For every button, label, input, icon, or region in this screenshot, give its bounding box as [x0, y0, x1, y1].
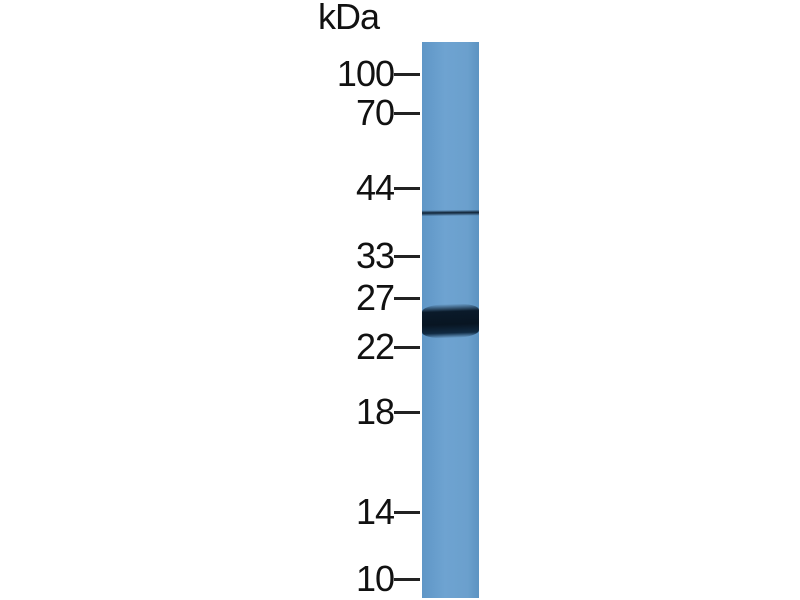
marker-10: 10 [280, 559, 420, 599]
marker-18: 18 [280, 392, 420, 432]
marker-27: 27 [280, 278, 420, 318]
marker-label: 10 [355, 558, 395, 599]
marker-label: 33 [355, 235, 395, 276]
unit-label: kDa [318, 0, 380, 37]
band-weak [421, 209, 480, 217]
band-strong [422, 303, 479, 339]
blot-lane [421, 42, 480, 598]
marker-tick [394, 411, 420, 414]
marker-label: 70 [355, 92, 395, 133]
marker-label: 22 [355, 326, 395, 367]
marker-tick [394, 578, 420, 581]
marker-100: 100 [280, 54, 420, 94]
marker-14: 14 [280, 492, 420, 532]
marker-tick [394, 511, 420, 514]
marker-label: 14 [355, 491, 395, 532]
marker-44: 44 [280, 168, 420, 208]
marker-tick [394, 187, 420, 190]
marker-tick [394, 73, 420, 76]
marker-label: 100 [336, 53, 395, 94]
marker-label: 27 [355, 277, 395, 318]
marker-22: 22 [280, 327, 420, 367]
marker-label: 44 [355, 167, 395, 208]
marker-70: 70 [280, 93, 420, 133]
marker-tick [394, 255, 420, 258]
marker-tick [394, 346, 420, 349]
marker-33: 33 [280, 236, 420, 276]
marker-tick [394, 297, 420, 300]
marker-label: 18 [355, 391, 395, 432]
marker-tick [394, 112, 420, 115]
